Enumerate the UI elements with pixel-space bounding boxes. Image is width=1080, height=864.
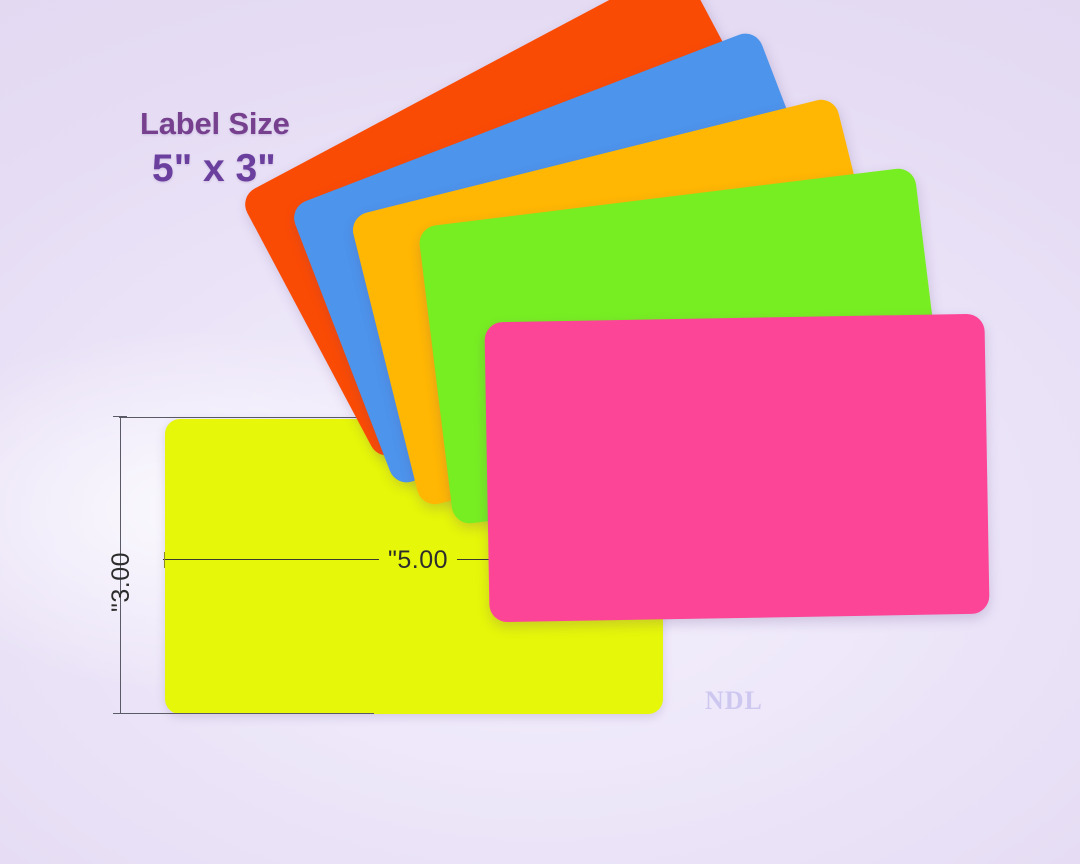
brand-watermark: NDL [705, 686, 763, 715]
fan-card-orange [238, 0, 822, 462]
extension-line-top [119, 417, 467, 419]
height-tick-bottom [113, 713, 127, 715]
label-size-heading: Label Size 5" x 3" [140, 108, 290, 188]
height-tick-top [113, 416, 127, 418]
height-dimension-line [120, 417, 122, 714]
height-dimension-text: "3.00 [107, 551, 135, 612]
extension-line-bottom [119, 713, 374, 715]
heading-line-dimensions: 5" x 3" [152, 147, 276, 190]
width-tick-left [164, 552, 166, 568]
width-dimension-text: "5.00 [379, 546, 458, 574]
width-tick-right [662, 548, 664, 572]
heading-line-label-size: Label Size [140, 106, 290, 141]
